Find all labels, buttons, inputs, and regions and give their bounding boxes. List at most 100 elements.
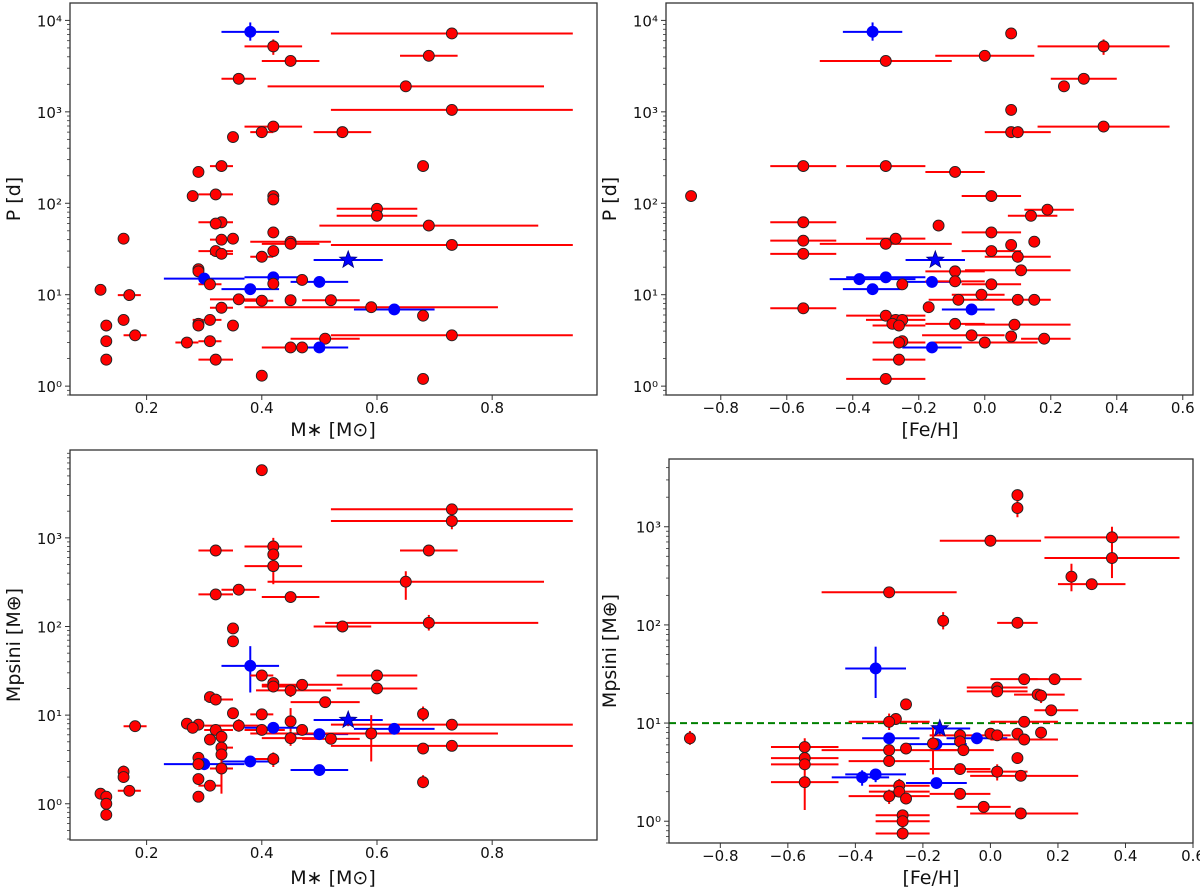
plot-frame [69,2,598,396]
red-point [1028,293,1041,306]
red-point [1011,752,1024,765]
x-tick-label: −0.6 [770,847,806,865]
red-point [985,226,998,239]
red-point [255,369,268,382]
blue-point [244,283,257,296]
red-point [978,49,991,62]
red-point [336,620,349,633]
red-point [445,329,458,342]
y-tick-label: 10⁴ [37,12,62,30]
x-tick-label: −0.4 [835,399,871,417]
red-point [284,294,297,307]
red-point [336,126,349,139]
x-tick-label: 0.4 [250,399,274,417]
red-point [991,729,1004,742]
x-tick-label: 0.4 [250,844,274,862]
red-point [889,232,902,245]
red-point [985,278,998,291]
x-tick-label: 0.2 [1039,399,1063,417]
blue-point [313,341,326,354]
red-point [797,216,810,229]
blue-point [869,662,882,675]
red-point [232,293,245,306]
red-point [1048,673,1061,686]
red-point [319,332,332,345]
red-point [883,715,896,728]
red-point [215,748,228,761]
x-tick-label: −0.2 [905,847,941,865]
red-point [1097,40,1110,53]
x-tick-label: −0.2 [901,399,937,417]
star-marker [338,249,358,269]
star-marker [925,249,945,269]
red-point [371,682,383,695]
red-point [900,792,912,805]
red-point [683,732,696,745]
red-point [123,289,136,302]
red-point [984,534,997,547]
plot-frame [69,449,598,841]
blue-point [930,777,943,789]
red-point [267,245,280,258]
y-tick-label: 10¹ [37,707,62,725]
red-point [1035,689,1048,702]
red-point [232,72,245,85]
red-point [445,503,458,516]
y-tick-label: 10³ [636,519,661,537]
x-tick-label: 0.6 [1181,847,1200,865]
red-point [1015,264,1028,277]
red-point [949,166,962,178]
red-point [1005,239,1018,251]
red-point [204,335,216,348]
blue-point [244,659,257,672]
red-point [417,742,430,755]
red-point [797,247,810,260]
red-point [798,776,811,789]
blue-point [244,25,257,38]
red-point [227,707,239,720]
red-point [296,341,309,354]
panel-4: −0.8 −0.6 −0.4 −0.2 0.0 0.2 0.4 0.6 10⁰ 10¹ 10² 10³… [599,458,1200,889]
red-point [227,622,239,635]
red-point [284,684,297,697]
red-point [1011,250,1024,263]
red-point [883,790,896,803]
red-point [1035,726,1048,739]
red-point [284,732,297,745]
red-point [1045,704,1058,717]
panel-1: 0.2 0.4 0.6 0.8 10⁰ 10¹ 10² 10³ 10⁴ M∗ [M⊙] P [d] [3,2,598,441]
red-point [893,353,905,366]
red-point [1018,733,1031,746]
y-axis-label: P [d] [3,177,25,221]
red-point [209,693,222,706]
red-point [1038,332,1051,345]
red-point [1008,318,1021,331]
blue-point [926,275,938,288]
red-point [296,274,309,286]
red-point [117,232,130,245]
red-point [399,80,412,93]
red-point [949,265,962,278]
red-point [192,758,205,771]
red-point [797,234,810,247]
blue-point [965,303,978,316]
red-point [186,721,199,734]
x-tick-label: 0.0 [973,399,997,417]
red-point [209,544,222,557]
plot-frame [668,458,1194,844]
red-point [417,372,430,385]
y-tick-label: 10³ [37,530,62,548]
red-point [1005,27,1018,40]
red-point [417,309,430,322]
red-point [232,719,245,732]
red-point [922,301,935,314]
red-point [879,237,892,250]
red-point [985,190,998,202]
red-point [255,669,268,682]
red-point [883,586,896,599]
y-tick-label: 10¹ [37,287,62,305]
red-point [324,294,337,307]
red-point [215,301,228,314]
red-point [192,773,205,785]
red-point [204,733,216,746]
